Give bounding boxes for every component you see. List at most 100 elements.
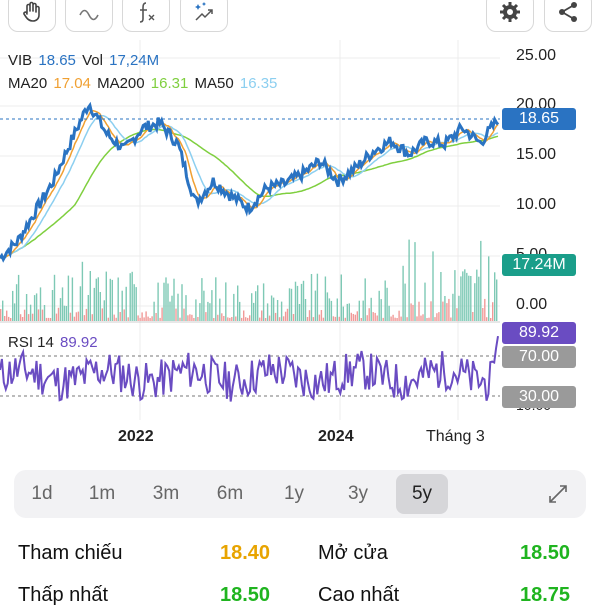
hand-drag-button[interactable] (8, 0, 56, 32)
legend-vol: 17,24M (109, 52, 160, 69)
volume-bar (211, 290, 213, 321)
volume-bar (215, 277, 217, 321)
range-3m-button[interactable]: 3m (152, 483, 180, 504)
y-tick: 15.00 (516, 146, 557, 163)
volume-bar (21, 317, 24, 321)
volume-bar (253, 302, 255, 321)
volume-bar (257, 285, 259, 321)
share-icon (559, 2, 577, 22)
volume-bar (67, 275, 70, 321)
volume-bar (75, 312, 78, 321)
volume-bar (376, 315, 378, 321)
volume-bar (12, 290, 14, 321)
range-1y-button[interactable]: 1y (283, 483, 305, 504)
volume-bar (255, 291, 257, 321)
volume-bar (247, 317, 249, 321)
volume-bar (227, 317, 229, 321)
volume-bar (189, 314, 191, 321)
gear-icon (500, 2, 520, 22)
volume-bar (418, 301, 420, 321)
volume-bar (382, 317, 384, 321)
x-tick: 2024 (318, 428, 354, 445)
range-5y-button[interactable]: 5y (396, 474, 448, 514)
volume-bar (77, 311, 80, 321)
ma200-value: 16.31 (150, 75, 189, 92)
volume-bar (350, 312, 352, 321)
volume-bar (392, 314, 394, 321)
volume-bar (284, 311, 287, 321)
range-3y-button[interactable]: 3y (347, 483, 369, 504)
volume-bar (272, 297, 275, 321)
volume-bar (352, 314, 354, 321)
volume-bar (492, 302, 494, 321)
volume-bar (432, 251, 434, 321)
volume-bar (241, 317, 243, 321)
volume-bar (37, 309, 40, 321)
price-badge: 18.65 (502, 108, 576, 130)
expand-button[interactable] (532, 474, 584, 514)
volume-bar (225, 282, 227, 321)
volume-bar (394, 317, 396, 321)
volume-bar (139, 317, 141, 321)
volume-bar (496, 279, 498, 321)
volume-bar (81, 261, 84, 321)
volume-bar (386, 287, 388, 321)
volume-bar (195, 299, 197, 321)
volume-bar (131, 271, 133, 321)
volume-bar (314, 290, 317, 321)
range-6m-button[interactable]: 6m (216, 483, 244, 504)
volume-bar (438, 312, 440, 321)
volume-bar (388, 305, 390, 321)
volume-bar (209, 303, 211, 321)
volume-bar (203, 290, 205, 321)
volume-bar (31, 313, 34, 321)
volume-bar (328, 298, 331, 321)
trend-line-button[interactable] (65, 0, 113, 32)
volume-bar (45, 317, 48, 321)
volume-bar (264, 318, 267, 321)
volume-bar (219, 298, 221, 321)
settings-button[interactable] (486, 0, 534, 32)
stat-value-low: 18.50 (220, 584, 271, 606)
volume-bar (430, 301, 432, 321)
volume-bar (23, 309, 26, 321)
volume-bar (133, 284, 135, 321)
volume-bar (274, 312, 277, 321)
volume-bar (15, 284, 18, 321)
volume-bar (135, 287, 137, 321)
volume-bar (171, 295, 173, 321)
range-1d-button[interactable]: 1d (31, 483, 53, 504)
volume-bar (450, 317, 452, 321)
function-button[interactable] (122, 0, 170, 32)
volume-bar (239, 301, 241, 321)
expand-icon (549, 485, 567, 503)
volume-bar (372, 312, 374, 321)
volume-bar (420, 315, 422, 321)
volume-bar (167, 283, 169, 321)
volume-bar (412, 304, 414, 321)
volume-bar (229, 317, 231, 321)
volume-bar (157, 282, 159, 321)
volume-bar (85, 308, 88, 321)
volume-bar (288, 288, 291, 321)
share-button[interactable] (544, 0, 592, 32)
x-tick: 2022 (118, 428, 154, 445)
volume-bar (270, 295, 273, 321)
hand-drag-icon (23, 1, 40, 22)
volume-bar (466, 272, 468, 321)
volume-bar (356, 311, 358, 321)
stat-label-reference: Tham chiếu (18, 542, 123, 564)
volume-bar (316, 273, 319, 321)
price-chart[interactable] (0, 0, 600, 460)
volume-bar (322, 317, 325, 321)
range-1m-button[interactable]: 1m (88, 483, 116, 504)
volume-bar (79, 286, 82, 321)
volume-bar (87, 295, 89, 321)
volume-bar (278, 317, 281, 321)
volume-bar (201, 278, 203, 321)
stat-value-high: 18.75 (520, 584, 571, 606)
magic-indicator-icon (195, 2, 213, 21)
volume-bar (414, 242, 416, 321)
volume-bar (310, 274, 313, 321)
indicator-button[interactable] (180, 0, 228, 32)
